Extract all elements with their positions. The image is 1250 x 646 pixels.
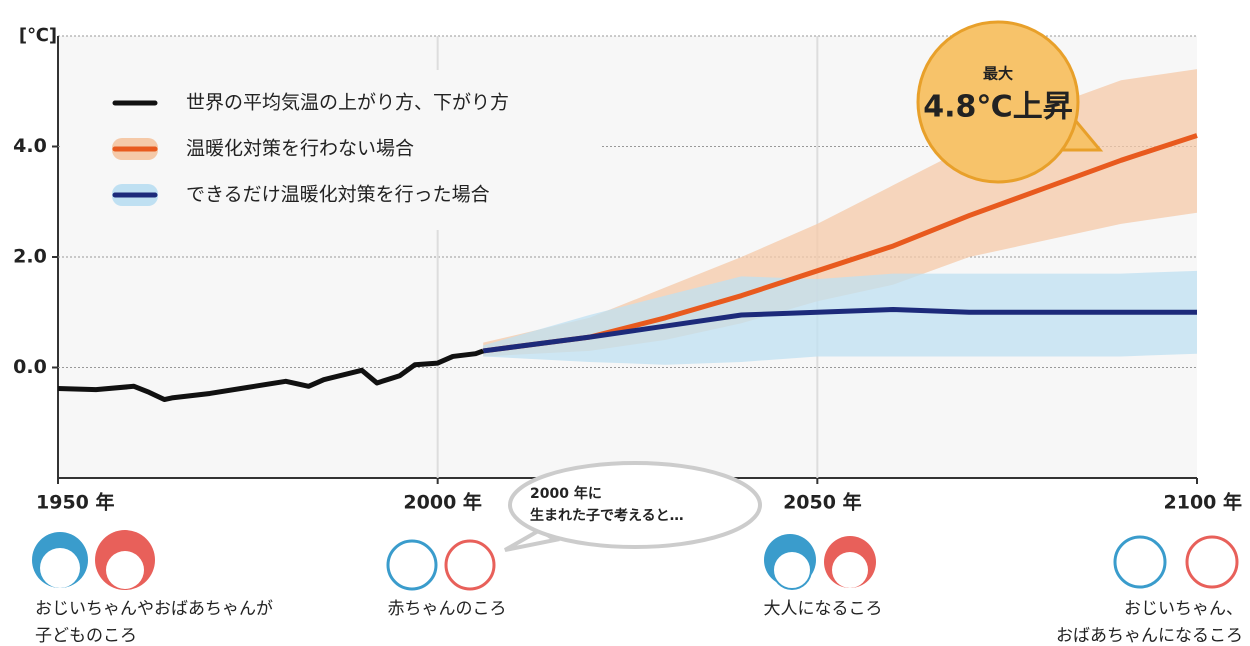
legend: 世界の平均気温の上がり方、下がり方温暖化対策を行わない場合できるだけ温暖化対策を… — [62, 70, 602, 230]
x-tick-label: 1950 年 — [36, 491, 115, 514]
face — [446, 541, 494, 589]
y-tick-label: 0.0 — [13, 356, 47, 378]
face — [773, 551, 811, 589]
face — [1187, 537, 1237, 587]
y-tick-label: 2.0 — [13, 246, 47, 268]
bubble-body — [510, 463, 760, 547]
generation-caption: 大人になるころ — [764, 599, 883, 619]
y-unit: [℃] — [19, 25, 57, 46]
speech-bubble: 2000 年に 生まれた子で考えると… — [505, 463, 760, 550]
callout-big: 4.8℃上昇 — [923, 90, 1072, 125]
bubble-text: 2000 年に — [530, 485, 602, 502]
legend-label: 温暖化対策を行わない場合 — [186, 138, 414, 160]
callout-small: 最大 — [983, 65, 1013, 83]
generation-caption: 赤ちゃんのころ — [388, 599, 507, 619]
x-tick-label: 2050 年 — [783, 491, 862, 514]
bubble-text: 生まれた子で考えると… — [530, 507, 684, 524]
legend-label: 世界の平均気温の上がり方、下がり方 — [186, 92, 509, 114]
face — [388, 541, 436, 589]
generation-caption: おばあちゃんになるころ — [1056, 626, 1243, 646]
y-tick-label: 4.0 — [13, 135, 47, 157]
face — [832, 552, 868, 588]
x-tick-label: 2000 年 — [403, 491, 482, 514]
generation-caption: おじいちゃん、 — [1124, 599, 1243, 619]
face — [1115, 537, 1165, 587]
legend-label: できるだけ温暖化対策を行った場合 — [186, 184, 490, 206]
generation-caption: おじいちゃんやおばあちゃんが — [35, 599, 273, 619]
face — [40, 548, 80, 588]
chart: [℃] 世界の平均気温の上がり方、下がり方温暖化対策を行わない場合できるだけ温暖… — [0, 0, 1250, 646]
face — [106, 551, 144, 589]
x-tick-label: 2100 年 — [1164, 491, 1243, 514]
generation-caption: 子どものころ — [35, 626, 137, 646]
